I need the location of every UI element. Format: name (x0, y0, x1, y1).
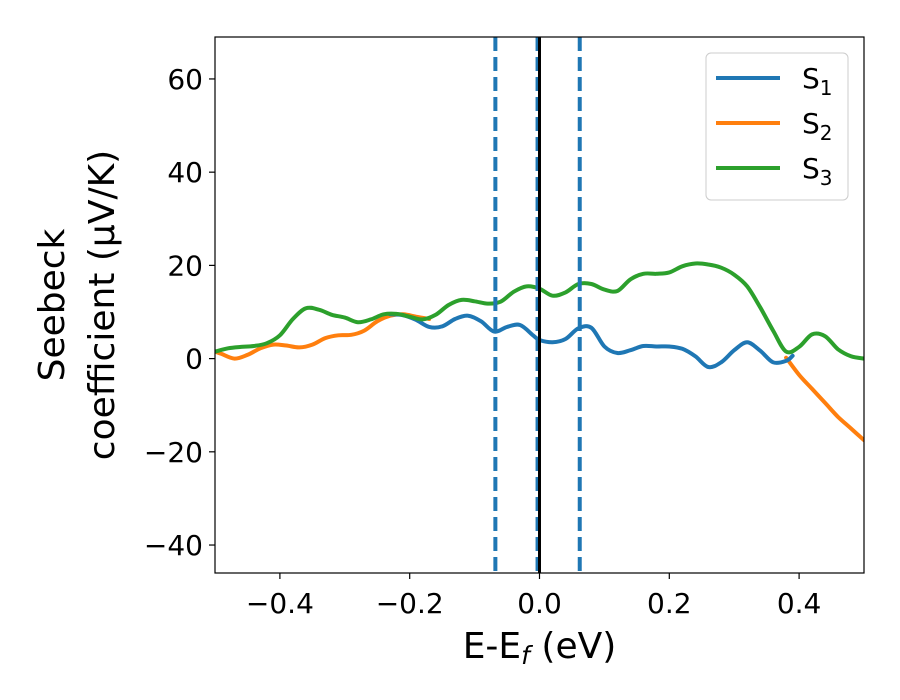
legend-label-s2: S2 (802, 107, 833, 145)
y-axis-ticks: −40 −20 0 20 40 60 (144, 63, 215, 562)
legend-label-s1: S1 (802, 62, 833, 100)
legend-box (705, 52, 849, 201)
x-axis-title: E-Ef (eV) (463, 626, 617, 670)
y-tick-label: −40 (144, 529, 203, 562)
y-tick-label: 0 (185, 343, 203, 376)
y-tick-label: 20 (167, 249, 203, 282)
x-tick-label: −0.2 (376, 587, 444, 620)
series-line-s2-right (784, 355, 864, 443)
x-tick-label: −0.4 (246, 587, 314, 620)
y-tick-label: 60 (167, 63, 203, 96)
series-line-s1 (388, 312, 795, 370)
y-tick-label: 40 (167, 156, 203, 189)
legend: S1 S2 S3 (705, 52, 849, 201)
y-axis-title-line2: coefficient (μV/K) (82, 150, 123, 460)
vertical-lines-layer (493, 37, 582, 573)
legend-label-s3: S3 (802, 152, 833, 190)
y-axis-title: Seebeck coefficient (μV/K) (32, 150, 123, 460)
x-axis-ticks: −0.4 −0.2 0.0 0.2 0.4 (246, 573, 821, 620)
y-tick-label: −20 (144, 436, 203, 469)
x-tick-label: 0.4 (777, 587, 822, 620)
x-tick-label: 0.0 (517, 587, 562, 620)
y-axis-title-line1: Seebeck (32, 228, 73, 381)
x-tick-label: 0.2 (647, 587, 692, 620)
